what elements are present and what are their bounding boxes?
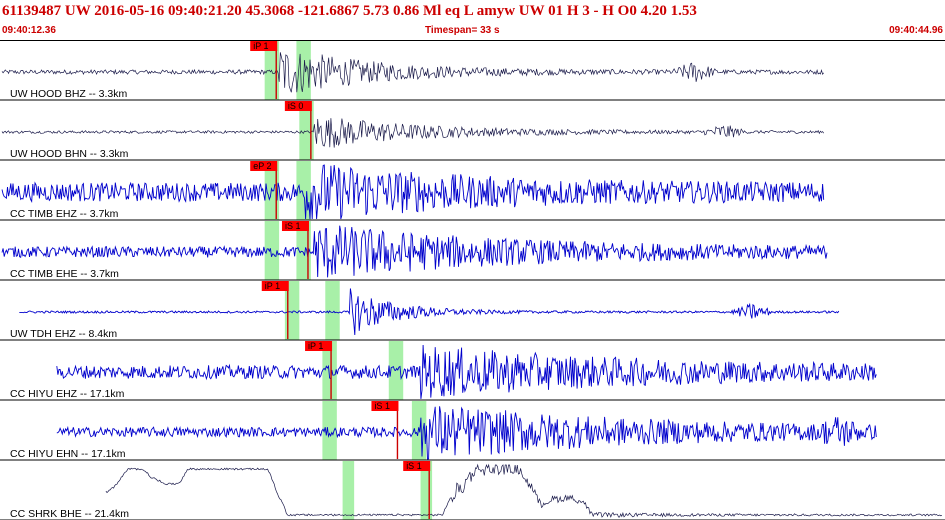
start-time-label: 09:40:12.36 [2, 25, 56, 36]
pick-label: iP 1 [308, 341, 323, 351]
seismic-trace [1, 52, 824, 93]
channel-label: UW TDH EHZ -- 8.4km [10, 328, 117, 340]
phase-window [420, 461, 433, 520]
phase-window [284, 281, 300, 340]
channel-row[interactable]: iS 1 CC HIYU EHN -- 17.1km [0, 401, 945, 461]
channel-row[interactable]: iP 1 UW TDH EHZ -- 8.4km [0, 281, 945, 341]
channel-row[interactable]: iS 1 CC SHRK BHE -- 21.4km [0, 461, 945, 520]
channel-row[interactable]: iS 1 CC TIMB EHE -- 3.7km [0, 221, 945, 281]
seismic-trace [1, 225, 828, 278]
channel-label: CC TIMB EHE -- 3.7km [10, 268, 119, 280]
pick-label: iS 0 [288, 101, 304, 111]
pick-flag[interactable] [403, 461, 431, 471]
channel-row[interactable]: iP 1 UW HOOD BHZ -- 3.3km [0, 41, 945, 101]
timespan-label: Timespan= 33 s [425, 25, 500, 36]
seismic-trace [56, 406, 877, 460]
pick-flag[interactable] [281, 221, 309, 231]
seismic-trace [19, 288, 840, 336]
channel-row[interactable]: iP 1 CC HIYU EHZ -- 17.1km [0, 341, 945, 401]
seismic-trace [1, 164, 825, 220]
channel-label: UW HOOD BHN -- 3.3km [10, 148, 129, 160]
event-summary-title: 61139487 UW 2016-05-16 09:40:21.20 45.30… [2, 3, 697, 19]
phase-window [322, 341, 337, 400]
channel-label: CC TIMB EHZ -- 3.7km [10, 208, 119, 220]
seismic-trace [1, 118, 824, 148]
phase-window [296, 161, 311, 220]
channel-label: CC SHRK BHE -- 21.4km [10, 508, 129, 520]
pick-flag[interactable] [305, 341, 333, 351]
seismic-trace [56, 344, 877, 399]
waveform-panel[interactable]: iP 1 UW HOOD BHZ -- 3.3km iS 0 UW HOOD BHN … [0, 40, 945, 520]
channel-row[interactable]: iS 0 UW HOOD BHN -- 3.3km [0, 101, 945, 161]
phase-window [342, 461, 355, 520]
phase-window [322, 401, 337, 460]
header-bar: 61139487 UW 2016-05-16 09:40:21.20 45.30… [0, 0, 945, 40]
pick-flag[interactable] [250, 161, 278, 171]
pick-label: iP 1 [265, 281, 280, 291]
pick-flag[interactable] [250, 41, 278, 51]
phase-window [325, 281, 340, 340]
pick-flag[interactable] [261, 281, 289, 291]
pick-label: iS 1 [285, 221, 301, 231]
phase-window [264, 221, 280, 280]
phase-window [299, 101, 314, 160]
end-time-label: 09:40:44.96 [889, 25, 943, 36]
channel-label: UW HOOD BHZ -- 3.3km [10, 88, 128, 100]
pick-label: iS 1 [374, 401, 390, 411]
pick-label: iP 1 [253, 41, 268, 51]
pick-flag[interactable] [371, 401, 399, 411]
seismic-trace [105, 463, 943, 518]
pick-label: iS 1 [406, 461, 422, 471]
channel-label: CC HIYU EHZ -- 17.1km [10, 388, 125, 400]
phase-window [296, 221, 311, 280]
pick-flag[interactable] [284, 101, 312, 111]
pick-label: eP 2 [253, 161, 271, 171]
channel-row[interactable]: eP 2 CC TIMB EHZ -- 3.7km [0, 161, 945, 221]
channel-label: CC HIYU EHN -- 17.1km [10, 448, 126, 460]
